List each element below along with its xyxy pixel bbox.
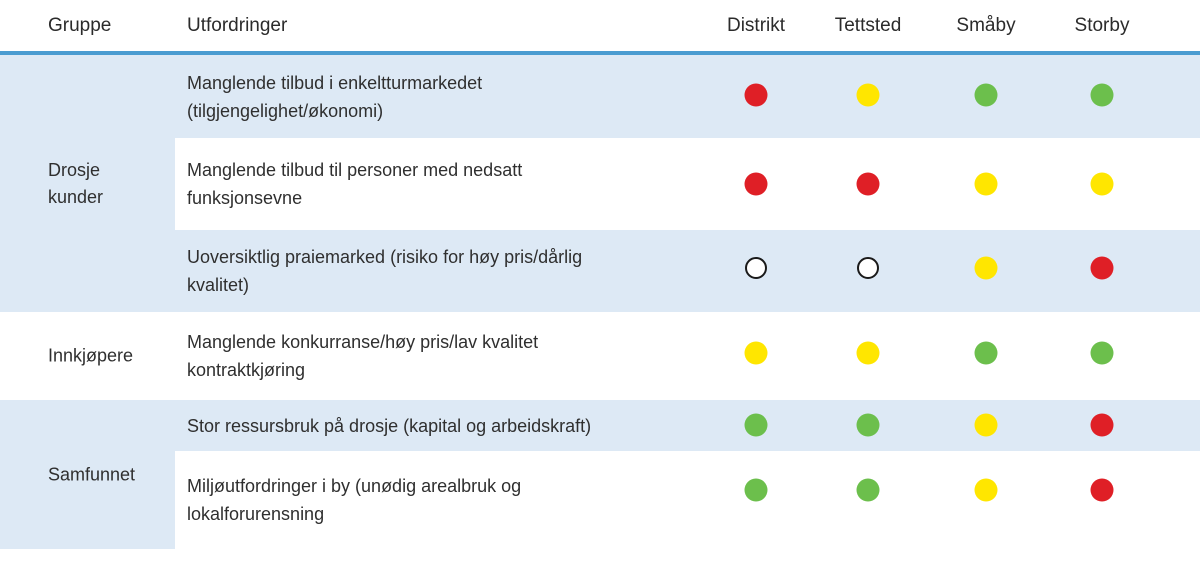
rating-dot-yellow [856,341,880,365]
challenge-text-line: Uoversiktlig praiemarked (risiko for høy… [187,247,583,267]
column-header-gruppe: Gruppe [48,15,112,36]
rating-dot-yellow [974,413,998,437]
row-stripe [0,55,1200,138]
rating-dot-green [974,83,998,107]
header-divider-line [0,51,1200,55]
rating-dot-none [857,257,879,279]
challenge-cell: Manglende tilbud til personer med nedsat… [187,156,727,212]
challenge-text-line: kontraktkjøring [187,360,306,380]
rating-dot-red [1090,413,1114,437]
rating-dot-green [856,478,880,502]
rating-dot-green [1090,341,1114,365]
rating-dot-red [856,172,880,196]
rating-dot-green [974,341,998,365]
row-stripe [0,230,1200,312]
challenge-cell: Manglende tilbud i enkeltturmarkedet (til… [187,69,727,125]
column-header-utfordringer: Utfordringer [187,15,288,36]
rating-dot-green [1090,83,1114,107]
group-label: Drosje kunder [48,159,104,207]
rating-dot-green [744,478,768,502]
rating-dot-yellow [974,478,998,502]
group-span-cell [0,400,175,549]
rating-dot-yellow [1090,172,1114,196]
challenge-text-line: kvalitet) [187,275,250,295]
rating-dot-green [856,413,880,437]
row-stripe [0,400,1200,451]
challenge-cell: Stor ressursbruk på drosje (kapital og a… [187,412,727,440]
rating-dot-yellow [856,83,880,107]
rating-dot-red [744,83,768,107]
challenge-cell: Uoversiktlig praiemarked (risiko for høy… [187,243,727,299]
challenge-cell: Miljøutfordringer i by (unødig arealbruk… [187,472,727,528]
column-header-storby: Storby [1074,15,1130,36]
challenge-text-line: Manglende tilbud til personer med nedsat… [187,160,523,180]
rating-dot-yellow [974,172,998,196]
column-header-tettsted: Tettsted [834,15,902,36]
rating-dot-red [744,172,768,196]
challenge-text-line: lokalforurensning [187,504,325,524]
rating-dot-yellow [974,256,998,280]
group-span-cell [0,55,175,312]
rating-dot-red [1090,478,1114,502]
challenge-text-line: Miljøutfordringer i by (unødig arealbruk… [187,476,522,496]
column-header-smaby: Småby [956,15,1016,36]
rating-dot-red [1090,256,1114,280]
column-header-distrikt: Distrikt [726,15,786,36]
challenge-text-line: (tilgjengelighet/økonomi) [187,100,384,121]
rating-dot-yellow [744,341,768,365]
rating-dot-green [744,413,768,437]
challenge-text-line: Manglende konkurranse/høy pris/lav kvali… [187,332,539,352]
rating-dot-none [745,257,767,279]
challenge-text-line: funksjonsevne [187,188,303,208]
challenge-cell: Manglende konkurranse/høy pris/lav kvali… [187,328,727,384]
challenge-text-line: Stor ressursbruk på drosje (kapital og a… [187,415,592,436]
group-label: Samfunnet [48,464,136,484]
group-label: Innkjøpere [48,345,134,366]
challenge-text-line: Manglende tilbud i enkeltturmarkedet [187,72,483,93]
